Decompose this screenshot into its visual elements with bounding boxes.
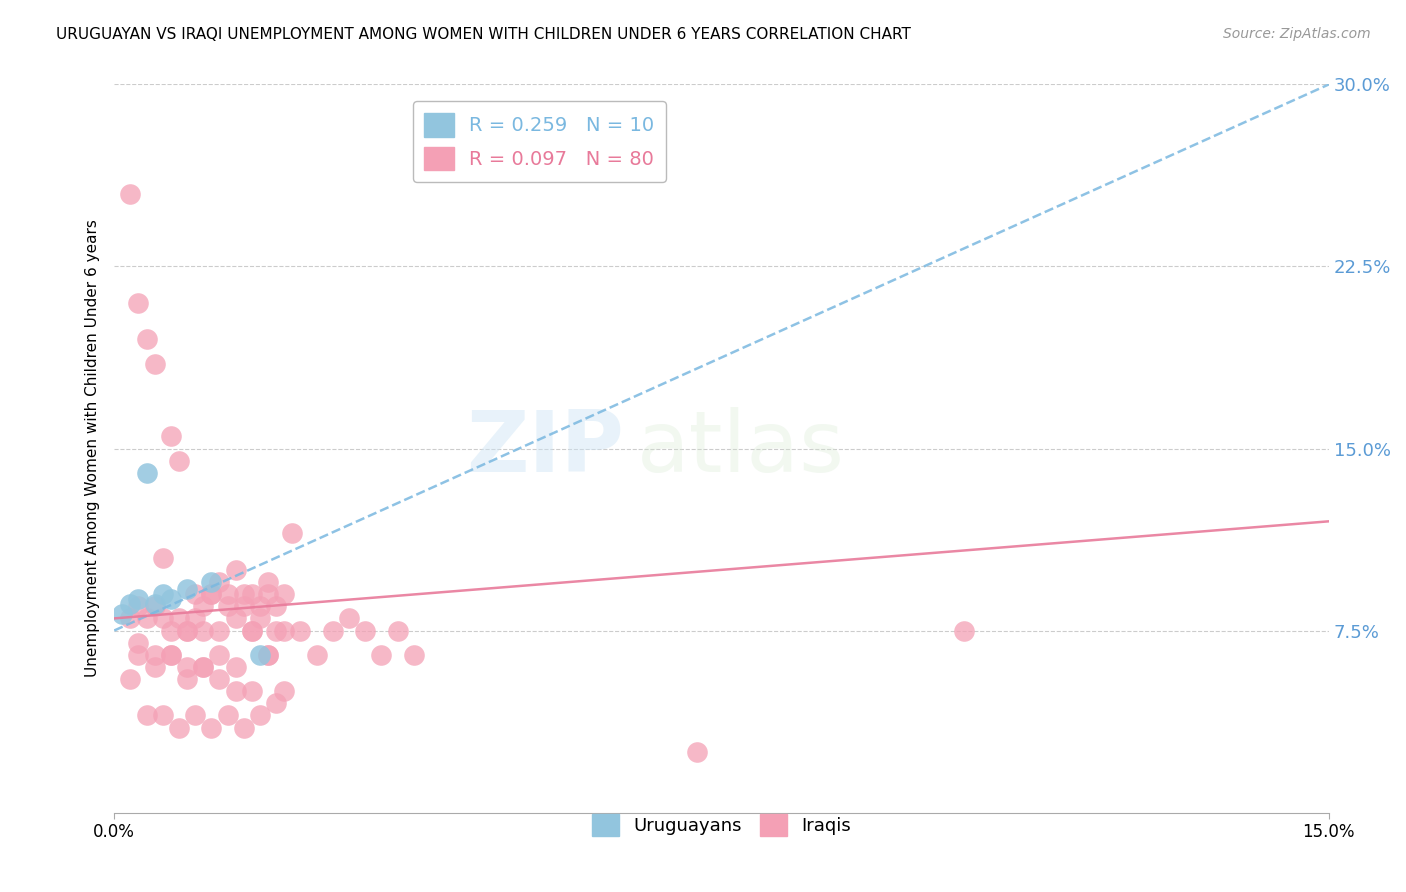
Point — [127, 648, 149, 662]
Point — [120, 611, 142, 625]
Point — [200, 574, 222, 589]
Point — [160, 624, 183, 638]
Point — [225, 660, 247, 674]
Point — [111, 607, 134, 621]
Point — [127, 599, 149, 614]
Point — [240, 684, 263, 698]
Point — [281, 526, 304, 541]
Point — [127, 635, 149, 649]
Point — [127, 592, 149, 607]
Point — [143, 648, 166, 662]
Point — [217, 587, 239, 601]
Point — [200, 587, 222, 601]
Point — [127, 296, 149, 310]
Point — [217, 708, 239, 723]
Point — [184, 611, 207, 625]
Point — [354, 624, 377, 638]
Text: ZIP: ZIP — [467, 407, 624, 490]
Point — [135, 611, 157, 625]
Point — [160, 648, 183, 662]
Point — [120, 597, 142, 611]
Point — [184, 587, 207, 601]
Point — [264, 697, 287, 711]
Point — [225, 563, 247, 577]
Y-axis label: Unemployment Among Women with Children Under 6 years: Unemployment Among Women with Children U… — [86, 219, 100, 677]
Point — [167, 453, 190, 467]
Text: atlas: atlas — [637, 407, 845, 490]
Point — [135, 332, 157, 346]
Point — [240, 624, 263, 638]
Point — [225, 611, 247, 625]
Point — [143, 597, 166, 611]
Point — [249, 648, 271, 662]
Point — [200, 587, 222, 601]
Point — [249, 708, 271, 723]
Point — [208, 648, 231, 662]
Point — [176, 624, 198, 638]
Point — [193, 599, 215, 614]
Point — [273, 684, 295, 698]
Point — [120, 672, 142, 686]
Point — [249, 611, 271, 625]
Point — [176, 672, 198, 686]
Point — [152, 587, 174, 601]
Point — [257, 648, 280, 662]
Point — [305, 648, 328, 662]
Point — [143, 660, 166, 674]
Point — [167, 721, 190, 735]
Legend: Uruguayans, Iraqis: Uruguayans, Iraqis — [585, 807, 859, 844]
Point — [249, 599, 271, 614]
Point — [152, 708, 174, 723]
Point — [337, 611, 360, 625]
Point — [232, 587, 254, 601]
Point — [176, 582, 198, 597]
Point — [257, 587, 280, 601]
Text: Source: ZipAtlas.com: Source: ZipAtlas.com — [1223, 27, 1371, 41]
Point — [152, 611, 174, 625]
Point — [370, 648, 392, 662]
Point — [273, 624, 295, 638]
Point — [257, 574, 280, 589]
Point — [264, 599, 287, 614]
Point — [232, 599, 254, 614]
Point — [152, 550, 174, 565]
Point — [120, 186, 142, 201]
Point — [208, 574, 231, 589]
Point — [273, 587, 295, 601]
Point — [232, 721, 254, 735]
Point — [193, 660, 215, 674]
Point — [143, 357, 166, 371]
Text: URUGUAYAN VS IRAQI UNEMPLOYMENT AMONG WOMEN WITH CHILDREN UNDER 6 YEARS CORRELAT: URUGUAYAN VS IRAQI UNEMPLOYMENT AMONG WO… — [56, 27, 911, 42]
Point — [953, 624, 976, 638]
Point — [264, 624, 287, 638]
Point — [387, 624, 409, 638]
Point — [135, 466, 157, 480]
Point — [135, 708, 157, 723]
Point — [160, 592, 183, 607]
Point — [143, 599, 166, 614]
Point — [208, 624, 231, 638]
Point — [184, 708, 207, 723]
Point — [193, 660, 215, 674]
Point — [240, 624, 263, 638]
Point — [402, 648, 425, 662]
Point — [167, 611, 190, 625]
Point — [193, 624, 215, 638]
Point — [290, 624, 312, 638]
Point — [322, 624, 344, 638]
Point — [160, 648, 183, 662]
Point — [176, 624, 198, 638]
Point — [257, 648, 280, 662]
Point — [160, 429, 183, 443]
Point — [176, 660, 198, 674]
Point — [200, 721, 222, 735]
Point — [686, 745, 709, 759]
Point — [240, 587, 263, 601]
Point — [208, 672, 231, 686]
Point — [217, 599, 239, 614]
Point — [225, 684, 247, 698]
